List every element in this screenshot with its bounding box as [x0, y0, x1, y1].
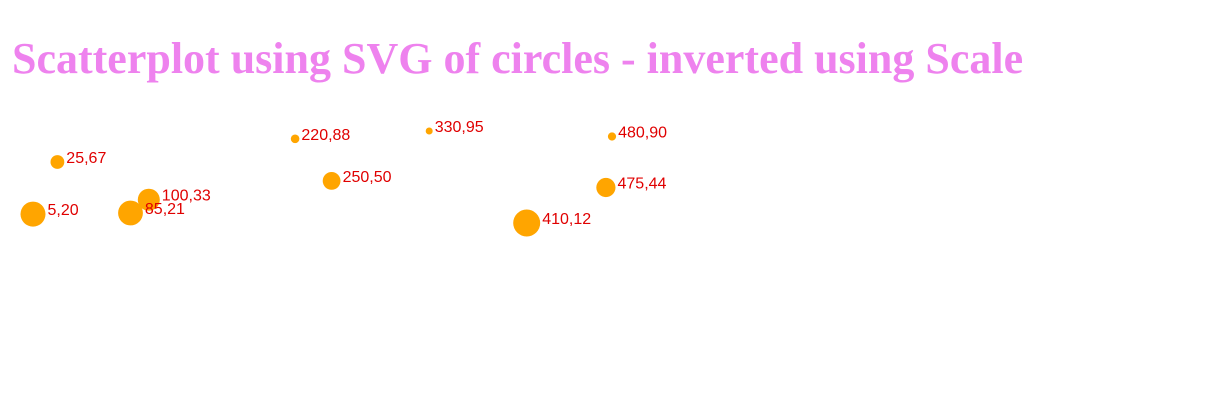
point-label: 85,21 [145, 201, 185, 218]
point-label: 480,90 [618, 125, 667, 142]
scatter-point [596, 177, 616, 198]
scatter-point [513, 209, 541, 237]
scatter-point [20, 201, 46, 227]
scatter-point [137, 188, 160, 211]
point-label: 25,67 [66, 150, 106, 167]
scatter-point [322, 172, 341, 190]
point-label: 250,50 [343, 169, 392, 186]
scatter-point [607, 132, 617, 141]
scatter-point [425, 127, 433, 135]
point-label: 475,44 [618, 176, 667, 193]
point-label: 410,12 [542, 211, 591, 228]
scatter-point [50, 155, 65, 169]
page-title: Scatterplot using SVG of circles - inver… [12, 34, 1024, 83]
points-layer [20, 127, 617, 237]
point-label: 220,88 [301, 127, 350, 144]
scatter-point [290, 134, 300, 144]
scatter-point [118, 200, 143, 226]
labels-layer: 5,20 480,90 250,50 100,33 330,95 410,12 475,44… [48, 119, 668, 228]
point-label: 330,95 [435, 119, 484, 136]
point-label: 5,20 [48, 202, 79, 219]
point-label: 100,33 [162, 188, 211, 205]
